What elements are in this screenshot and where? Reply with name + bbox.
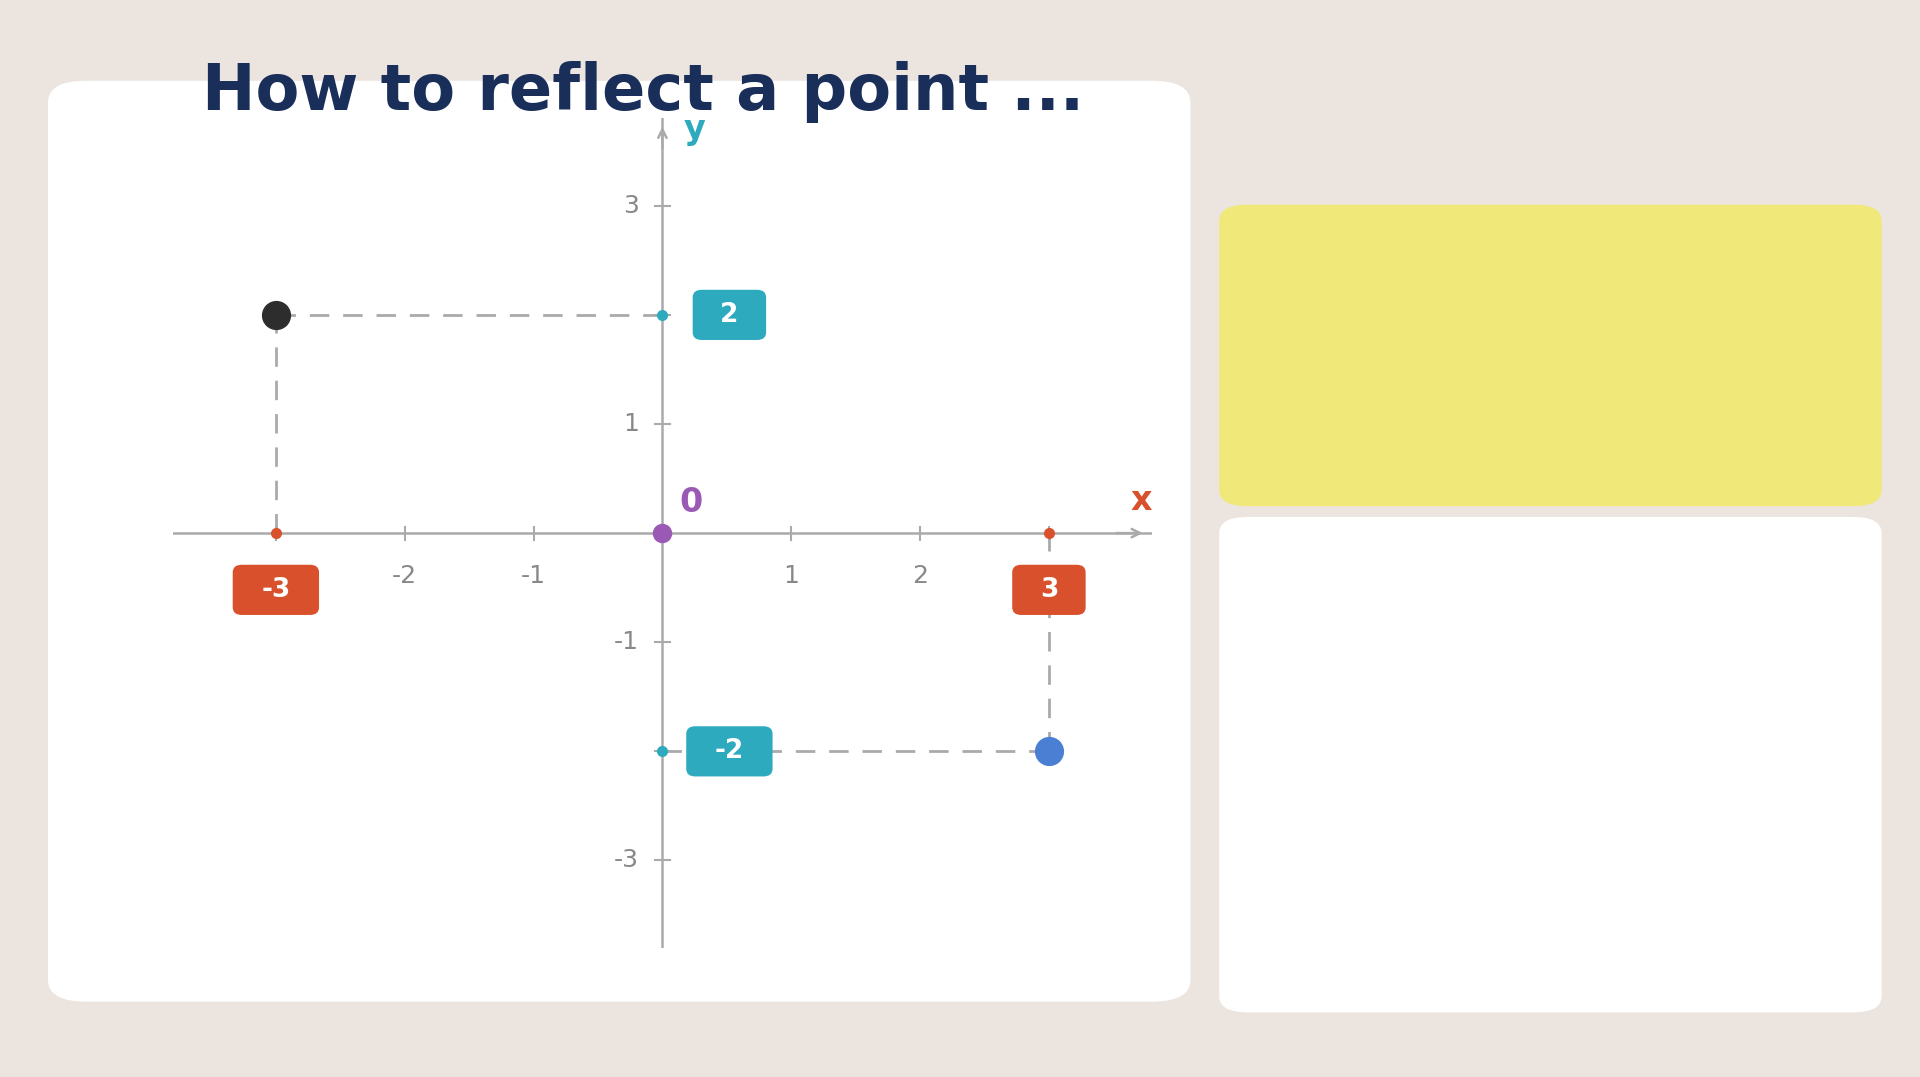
Text: ,: , [1580,879,1601,935]
Text: -3: -3 [1484,623,1528,660]
FancyBboxPatch shape [232,564,319,615]
FancyBboxPatch shape [685,726,772,777]
Text: y: y [1763,393,1780,419]
Text: 2: 2 [912,563,927,588]
Text: How to reflect a point ...: How to reflect a point ... [202,60,1085,123]
Text: ,: , [1605,613,1626,670]
FancyBboxPatch shape [1434,587,1578,696]
Text: -2: -2 [1659,887,1703,926]
Text: 1: 1 [624,412,639,436]
Text: origin:: origin: [1667,280,1768,308]
FancyBboxPatch shape [1609,852,1753,962]
Text: 3: 3 [1041,577,1058,603]
Text: -2: -2 [714,739,745,765]
FancyBboxPatch shape [693,290,766,340]
Text: ): ) [1774,613,1801,670]
Text: and: and [1686,393,1751,419]
FancyBboxPatch shape [1012,564,1085,615]
Text: x: x [1131,484,1152,517]
Text: -3: -3 [614,849,639,872]
Text: 1: 1 [783,563,799,588]
Text: 3: 3 [624,194,639,218]
FancyBboxPatch shape [1428,852,1548,962]
Text: -1: -1 [614,630,639,654]
Text: (: ( [1363,613,1388,670]
FancyBboxPatch shape [1634,587,1753,696]
Text: Reflecting over the: Reflecting over the [1277,280,1586,308]
Text: P: P [1273,613,1315,670]
Text: 0: 0 [680,486,703,519]
Text: x: x [1655,393,1672,419]
Text: -2: -2 [392,563,417,588]
Text: P': P' [1263,879,1325,935]
Text: ): ) [1774,879,1801,935]
Text: 2: 2 [720,302,739,327]
Text: 2: 2 [1680,623,1707,660]
Text: 3: 3 [1475,887,1501,926]
Text: -3: -3 [261,577,290,603]
Text: change both sign of: change both sign of [1277,393,1548,419]
Text: -1: -1 [520,563,545,588]
Text: (: ( [1363,879,1388,935]
Text: y: y [684,113,705,145]
